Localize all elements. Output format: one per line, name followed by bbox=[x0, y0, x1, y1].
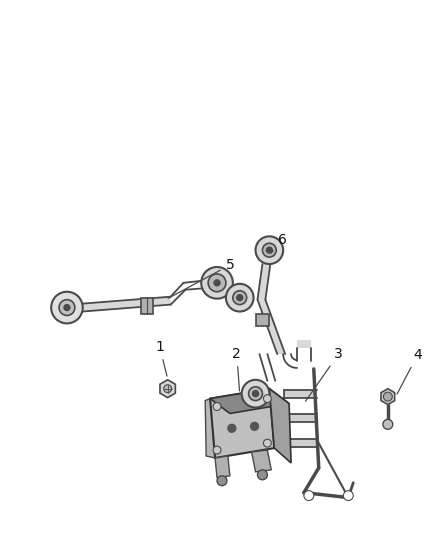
Circle shape bbox=[383, 419, 393, 429]
Text: 5: 5 bbox=[168, 258, 234, 298]
Circle shape bbox=[51, 292, 83, 324]
Circle shape bbox=[266, 247, 272, 253]
Circle shape bbox=[249, 387, 262, 401]
Polygon shape bbox=[205, 399, 215, 458]
Polygon shape bbox=[160, 380, 175, 398]
Circle shape bbox=[242, 380, 269, 408]
Text: 3: 3 bbox=[305, 347, 343, 401]
Circle shape bbox=[213, 402, 221, 410]
Bar bbox=[284, 415, 317, 422]
Bar bbox=[255, 314, 269, 326]
Polygon shape bbox=[381, 389, 395, 405]
Polygon shape bbox=[258, 264, 270, 300]
Circle shape bbox=[164, 385, 172, 393]
Polygon shape bbox=[210, 389, 274, 458]
Text: 6: 6 bbox=[271, 233, 286, 253]
Polygon shape bbox=[83, 297, 171, 311]
Circle shape bbox=[251, 422, 258, 430]
Polygon shape bbox=[297, 340, 311, 348]
Circle shape bbox=[263, 394, 271, 402]
Circle shape bbox=[214, 280, 220, 286]
Circle shape bbox=[64, 304, 70, 311]
Text: 4: 4 bbox=[397, 348, 422, 394]
Circle shape bbox=[253, 391, 258, 397]
Text: 2: 2 bbox=[233, 347, 241, 391]
Circle shape bbox=[255, 236, 283, 264]
Bar bbox=[284, 439, 317, 447]
Circle shape bbox=[383, 392, 392, 401]
Circle shape bbox=[237, 295, 243, 301]
Polygon shape bbox=[215, 456, 230, 478]
Circle shape bbox=[217, 476, 227, 486]
Text: 1: 1 bbox=[155, 340, 167, 376]
Circle shape bbox=[213, 446, 221, 454]
Polygon shape bbox=[269, 389, 291, 463]
Circle shape bbox=[233, 290, 247, 304]
Polygon shape bbox=[251, 450, 271, 472]
Bar bbox=[284, 390, 317, 398]
Circle shape bbox=[262, 243, 276, 257]
Circle shape bbox=[258, 470, 267, 480]
Circle shape bbox=[226, 284, 254, 311]
Circle shape bbox=[228, 424, 236, 432]
Polygon shape bbox=[258, 300, 285, 354]
Bar bbox=[141, 297, 153, 313]
Circle shape bbox=[201, 267, 233, 298]
Circle shape bbox=[208, 274, 226, 292]
Polygon shape bbox=[210, 389, 289, 414]
Circle shape bbox=[59, 300, 75, 316]
Circle shape bbox=[343, 491, 353, 500]
Circle shape bbox=[263, 439, 271, 447]
Circle shape bbox=[304, 491, 314, 500]
